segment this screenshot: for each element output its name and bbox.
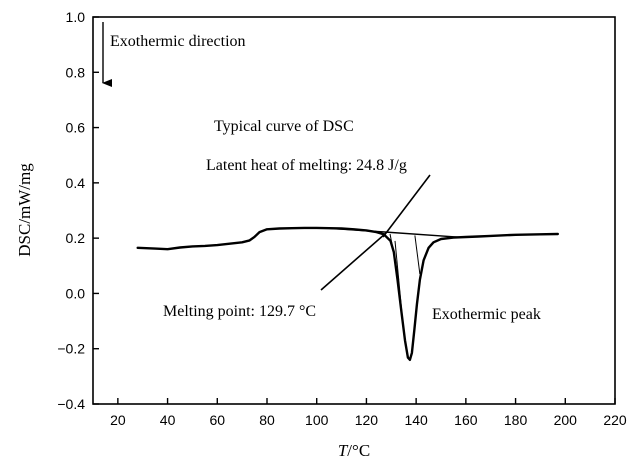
x-tick-label: 200 xyxy=(554,412,578,428)
y-tick-label: 0.0 xyxy=(66,285,86,301)
exothermic-direction-label: Exothermic direction xyxy=(110,33,246,50)
ticks-layer: 20 40 60 80 100 120 140 160 180 200 220 1.0 0.8 0.6 0.… xyxy=(57,9,627,428)
x-tick-label: 160 xyxy=(454,412,478,428)
x-axis-title: T/°C xyxy=(338,441,370,460)
x-tick-label: 140 xyxy=(404,412,428,428)
x-tick-label: 180 xyxy=(504,412,528,428)
y-tick-label: 0.8 xyxy=(66,64,86,80)
onset-tangent-right xyxy=(414,235,421,275)
melting-point-leader xyxy=(320,232,387,291)
latent-heat-leader xyxy=(382,174,431,238)
x-tick-label: 60 xyxy=(209,412,225,428)
typical-curve-label: Typical curve of DSC xyxy=(214,118,354,135)
x-tick-label: 80 xyxy=(259,412,275,428)
y-tick-label: 1.0 xyxy=(66,9,86,25)
x-tick-label: 100 xyxy=(305,412,329,428)
series-layer xyxy=(136,226,559,361)
y-tick-label: 0.2 xyxy=(66,230,86,246)
y-tick-label: −0.4 xyxy=(57,396,85,412)
y-tick-label: 0.4 xyxy=(66,175,86,191)
y-tick-label: −0.2 xyxy=(57,341,85,357)
melting-point-label: Melting point: 129.7 °C xyxy=(163,303,316,320)
exothermic-peak-label: Exothermic peak xyxy=(432,306,541,323)
x-tick-label: 20 xyxy=(110,412,126,428)
latent-heat-label: Latent heat of melting: 24.8 J/g xyxy=(206,157,407,174)
x-tick-label: 40 xyxy=(160,412,176,428)
y-tick-label: 0.6 xyxy=(66,120,86,136)
x-axis-title-unit: /°C xyxy=(347,441,370,460)
dsc-series-line xyxy=(136,226,559,361)
x-tick-label: 120 xyxy=(355,412,379,428)
x-tick-label: 220 xyxy=(603,412,627,428)
plot-frame xyxy=(92,16,616,405)
x-axis-title-variable: T xyxy=(338,441,349,460)
y-axis-title: DSC/mW/mg xyxy=(15,163,34,257)
